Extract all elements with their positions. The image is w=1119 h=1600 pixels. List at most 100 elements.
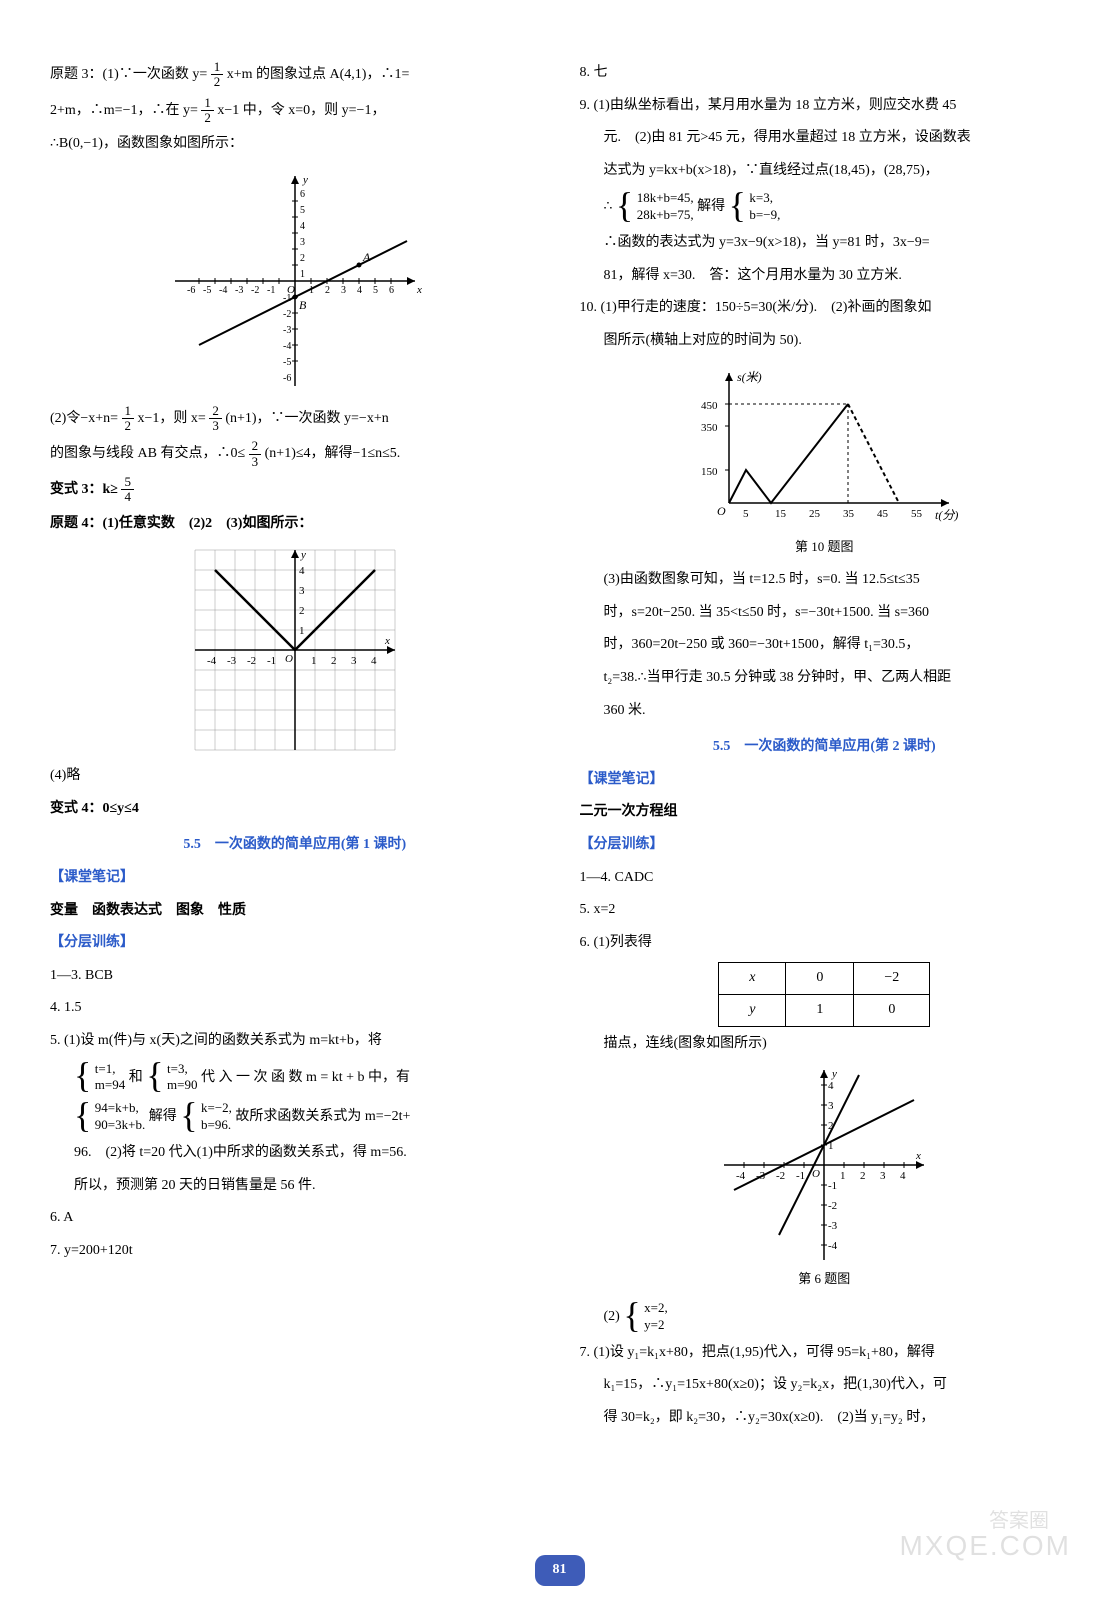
text: (n+1)，∵一次函数 y=−x+n bbox=[225, 411, 388, 426]
para: (4)略 bbox=[50, 763, 540, 790]
svg-text:t(分): t(分) bbox=[935, 508, 958, 522]
svg-text:-4: -4 bbox=[207, 655, 217, 667]
svg-text:4: 4 bbox=[371, 655, 377, 667]
text: (2) bbox=[604, 1309, 620, 1324]
fraction: 12 bbox=[201, 96, 214, 126]
svg-text:-5: -5 bbox=[203, 285, 211, 296]
svg-text:-3: -3 bbox=[828, 1220, 838, 1232]
left-column: 原题 3：(1)∵一次函数 y= 12 x+m 的图象过点 A(4,1)，∴1=… bbox=[50, 60, 540, 1437]
text: 原题 4：(1)任意实数 (2)2 (3)如图所示： bbox=[50, 516, 312, 531]
para: 时，360=20t−250 或 360=−30t+1500，解得 t₁=30.5… bbox=[580, 632, 1070, 659]
fraction: 23 bbox=[209, 404, 222, 434]
para: 6. A bbox=[50, 1205, 540, 1232]
text: ∴ bbox=[604, 199, 613, 214]
svg-text:6: 6 bbox=[389, 285, 394, 296]
svg-text:5: 5 bbox=[373, 285, 378, 296]
th: x bbox=[719, 963, 786, 995]
watermark: MXQE.COM bbox=[899, 1519, 1071, 1572]
para: ∴ { 18k+b=45, 28k+b=75, 解得 { k=3, b=−9, bbox=[580, 190, 1070, 224]
fraction: 23 bbox=[249, 439, 262, 469]
svg-text:15: 15 bbox=[775, 508, 787, 520]
svg-text:2: 2 bbox=[300, 253, 305, 264]
svg-text:x: x bbox=[416, 284, 422, 296]
svg-text:2: 2 bbox=[860, 1170, 866, 1182]
svg-text:1: 1 bbox=[840, 1170, 846, 1182]
caption: 第 10 题图 bbox=[580, 535, 1070, 560]
para: ∴B(0,−1)，函数图象如图所示： bbox=[50, 131, 540, 158]
text: (2)令−x+n= bbox=[50, 411, 118, 426]
para: 变量 函数表达式 图象 性质 bbox=[50, 898, 540, 925]
svg-text:1: 1 bbox=[299, 625, 305, 637]
svg-text:4: 4 bbox=[828, 1080, 834, 1092]
svg-text:35: 35 bbox=[843, 508, 855, 520]
caption: 第 6 题图 bbox=[580, 1267, 1070, 1292]
text: 90=3k+b. bbox=[95, 1117, 145, 1132]
svg-text:-4: -4 bbox=[283, 341, 291, 352]
para: 5. x=2 bbox=[580, 897, 1070, 924]
svg-text:-2: -2 bbox=[776, 1170, 785, 1182]
text: 故所求函数关系式为 m=−2t+ bbox=[235, 1109, 410, 1124]
para: (2) { x=2, y=2 bbox=[580, 1300, 1070, 1334]
para: 1—3. BCB bbox=[50, 963, 540, 990]
text: 解得 bbox=[697, 199, 725, 214]
para: 81，解得 x=30. 答：这个月用水量为 30 立方米. bbox=[580, 263, 1070, 290]
para: 变式 3：k≥ 54 bbox=[50, 475, 540, 505]
table-xy: x 0 −2 y 1 0 bbox=[718, 962, 930, 1026]
text: t=3, bbox=[167, 1061, 188, 1076]
svg-text:x: x bbox=[384, 635, 390, 647]
text: y=2 bbox=[644, 1317, 664, 1332]
td: 0 bbox=[854, 994, 930, 1026]
svg-text:2: 2 bbox=[299, 605, 305, 617]
para: 所以，预测第 20 天的日销售量是 56 件. bbox=[50, 1173, 540, 1200]
para: 10. (1)甲行走的速度：150÷5=30(米/分). (2)补画的图象如 bbox=[580, 295, 1070, 322]
text: x+m 的图象过点 A(4,1)，∴1= bbox=[227, 67, 410, 82]
text: k=−2, bbox=[201, 1100, 232, 1115]
para: 变式 4：0≤y≤4 bbox=[50, 796, 540, 823]
svg-text:450: 450 bbox=[701, 400, 718, 412]
svg-text:3: 3 bbox=[828, 1100, 834, 1112]
svg-text:3: 3 bbox=[880, 1170, 886, 1182]
text: (n+1)≤4，解得−1≤n≤5. bbox=[265, 446, 401, 461]
text: 变式 4：0≤y≤4 bbox=[50, 801, 139, 816]
para: 7. (1)设 y₁=k₁x+80，把点(1,95)代入，可得 95=k₁+80… bbox=[580, 1340, 1070, 1367]
fraction: 54 bbox=[121, 475, 134, 505]
svg-text:-4: -4 bbox=[736, 1170, 746, 1182]
svg-text:4: 4 bbox=[900, 1170, 906, 1182]
text: x−1 中，令 x=0，则 y=−1， bbox=[217, 103, 385, 118]
svg-text:x: x bbox=[915, 1150, 921, 1162]
svg-text:y: y bbox=[302, 174, 308, 186]
para: (3)由函数图象可知，当 t=12.5 时，s=0. 当 12.5≤t≤35 bbox=[580, 567, 1070, 594]
svg-text:2: 2 bbox=[331, 655, 337, 667]
svg-text:y: y bbox=[300, 549, 306, 561]
para: 描点，连线(图象如图所示) bbox=[580, 1031, 1070, 1058]
para: 1—4. CADC bbox=[580, 865, 1070, 892]
notes-label: 【课堂笔记】 bbox=[580, 767, 1070, 794]
svg-text:4: 4 bbox=[299, 565, 305, 577]
text: 28k+b=75, bbox=[637, 207, 694, 222]
svg-text:-2: -2 bbox=[251, 285, 259, 296]
svg-text:25: 25 bbox=[809, 508, 821, 520]
para: 6. (1)列表得 bbox=[580, 930, 1070, 957]
svg-text:-2: -2 bbox=[247, 655, 256, 667]
text: 和 bbox=[129, 1070, 143, 1085]
svg-text:-1: -1 bbox=[796, 1170, 805, 1182]
para: 4. 1.5 bbox=[50, 995, 540, 1022]
svg-text:-3: -3 bbox=[235, 285, 243, 296]
svg-text:2: 2 bbox=[325, 285, 330, 296]
svg-text:O: O bbox=[285, 653, 293, 665]
svg-text:3: 3 bbox=[300, 237, 305, 248]
para: 9. (1)由纵坐标看出，某月用水量为 18 立方米，则应交水费 45 bbox=[580, 93, 1070, 120]
svg-text:1: 1 bbox=[311, 655, 317, 667]
para: 360 米. bbox=[580, 698, 1070, 725]
train-label: 【分层训练】 bbox=[580, 832, 1070, 859]
para: 原题 3：(1)∵一次函数 y= 12 x+m 的图象过点 A(4,1)，∴1= bbox=[50, 60, 540, 90]
para: { t=1, m=94 和 { t=3, m=90 代 入 一 次 函 数 m … bbox=[50, 1061, 540, 1095]
para: 达式为 y=kx+b(x>18)，∵直线经过点(18,45)，(28,75)， bbox=[580, 158, 1070, 185]
text: t=1, bbox=[95, 1061, 116, 1076]
svg-text:-1: -1 bbox=[267, 285, 275, 296]
svg-text:6: 6 bbox=[300, 189, 305, 200]
para: (2)令−x+n= 12 x−1，则 x= 23 (n+1)，∵一次函数 y=−… bbox=[50, 404, 540, 434]
svg-text:-4: -4 bbox=[219, 285, 227, 296]
text: 的图象与线段 AB 有交点，∴0≤ bbox=[50, 446, 245, 461]
section-title: 5.5 一次函数的简单应用(第 1 课时) bbox=[50, 832, 540, 859]
